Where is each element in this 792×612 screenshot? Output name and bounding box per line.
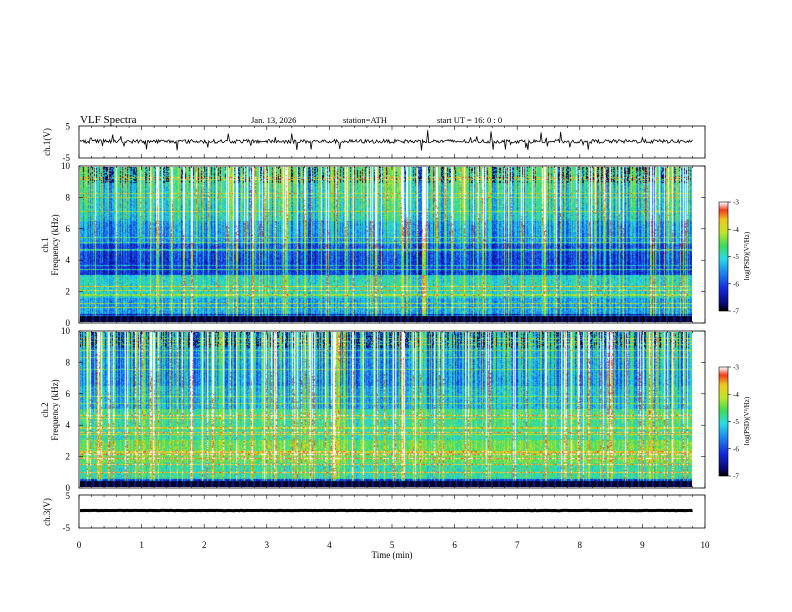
freq-tick-label: 6 bbox=[66, 224, 71, 234]
ch3-ytick-top: 5 bbox=[66, 491, 71, 501]
ch2-spectrogram-ylabel-channel: ch.2 bbox=[40, 402, 50, 417]
x-tick-label: 4 bbox=[327, 540, 332, 550]
freq-tick-label: 8 bbox=[66, 357, 71, 367]
freq-tick-label: 4 bbox=[66, 420, 71, 430]
x-tick-label: 8 bbox=[578, 540, 583, 550]
ch1-ytick-bottom: -5 bbox=[63, 153, 71, 163]
ch3-voltage-panel: 5 -5 ch.3(V) bbox=[42, 491, 706, 533]
ch1-colorbar: -3 -4 -5 -6 -7 log(PSD)(V²/Hz) bbox=[718, 199, 751, 316]
ch1-colorbar-label: log(PSD)(V²/Hz) bbox=[743, 231, 751, 280]
freq-tick-label: 0 bbox=[66, 318, 71, 328]
ch1-spectrogram-image bbox=[80, 167, 692, 322]
figure-date: Jan. 13, 2026 bbox=[251, 115, 296, 125]
ch1-voltage-ylabel: ch.1(V) bbox=[42, 128, 52, 156]
ch2-colorbar-gradient bbox=[719, 367, 728, 476]
ch1-voltage-series bbox=[79, 130, 693, 151]
colorbar-tick-label: -7 bbox=[733, 473, 739, 481]
ch3-ytick-bottom: -5 bbox=[63, 523, 71, 533]
x-tick-label: 10 bbox=[701, 540, 711, 550]
colorbar-tick-label: -6 bbox=[733, 445, 739, 453]
ch2-colorbar: -3 -4 -5 -6 -7 log(PSD)(V²/Hz) bbox=[718, 364, 751, 481]
figure-station: station=ATH bbox=[343, 115, 387, 125]
ch3-voltage-ylabel: ch.3(V) bbox=[42, 498, 52, 526]
x-tick-label: 2 bbox=[202, 540, 207, 550]
colorbar-tick-label: -6 bbox=[733, 280, 739, 288]
freq-tick-label: 6 bbox=[66, 389, 71, 399]
colorbar-tick-label: -5 bbox=[733, 418, 739, 426]
ch1-spectrogram-ylabel-frequency: Frequency (kHz) bbox=[50, 214, 60, 275]
freq-tick-label: 2 bbox=[66, 452, 71, 462]
x-tick-label: 3 bbox=[265, 540, 270, 550]
ch2-spectrogram-ylabel-frequency: Frequency (kHz) bbox=[50, 379, 60, 440]
ch2-spectrogram-image bbox=[80, 332, 692, 487]
ch1-spectrogram-ylabel-channel: ch.1 bbox=[40, 237, 50, 252]
freq-tick-label: 4 bbox=[66, 255, 71, 265]
ch1-ytick-top: 5 bbox=[66, 122, 71, 132]
colorbar-tick-label: -4 bbox=[733, 391, 739, 399]
figure-start-ut: start UT = 16: 0 : 0 bbox=[437, 115, 502, 125]
x-tick-label: 7 bbox=[515, 540, 520, 550]
ch1-colorbar-gradient bbox=[719, 202, 728, 311]
colorbar-tick-label: -3 bbox=[733, 199, 739, 207]
freq-tick-label: 2 bbox=[66, 287, 71, 297]
freq-tick-label: 0 bbox=[66, 483, 71, 493]
figure-title: VLF Spectra bbox=[80, 114, 137, 126]
colorbar-tick-label: -3 bbox=[733, 364, 739, 372]
ch2-spectrogram-panel: 0 2 4 6 8 10 ch.2 Frequency (kHz) bbox=[40, 326, 706, 493]
colorbar-tick-label: -4 bbox=[733, 226, 739, 234]
x-tick-label: 0 bbox=[77, 540, 82, 550]
ch1-voltage-panel: 5 -5 ch.1(V) bbox=[42, 122, 706, 163]
colorbar-tick-label: -7 bbox=[733, 308, 739, 316]
x-axis-tick-labels: 0 1 2 3 4 5 6 7 8 9 10 bbox=[77, 540, 710, 550]
freq-tick-label: 10 bbox=[61, 326, 71, 336]
x-tick-label: 6 bbox=[452, 540, 457, 550]
ch2-colorbar-label: log(PSD)(V²/Hz) bbox=[743, 396, 751, 445]
freq-tick-label: 10 bbox=[61, 161, 71, 171]
x-tick-label: 5 bbox=[390, 540, 395, 550]
x-axis-label: Time (min) bbox=[372, 550, 413, 560]
colorbar-tick-label: -5 bbox=[733, 253, 739, 261]
x-tick-label: 1 bbox=[139, 540, 144, 550]
ch1-spectrogram-panel: 0 2 4 6 8 10 ch.1 Frequency (kHz) bbox=[40, 161, 706, 328]
freq-tick-label: 8 bbox=[66, 192, 71, 202]
x-tick-label: 9 bbox=[640, 540, 645, 550]
